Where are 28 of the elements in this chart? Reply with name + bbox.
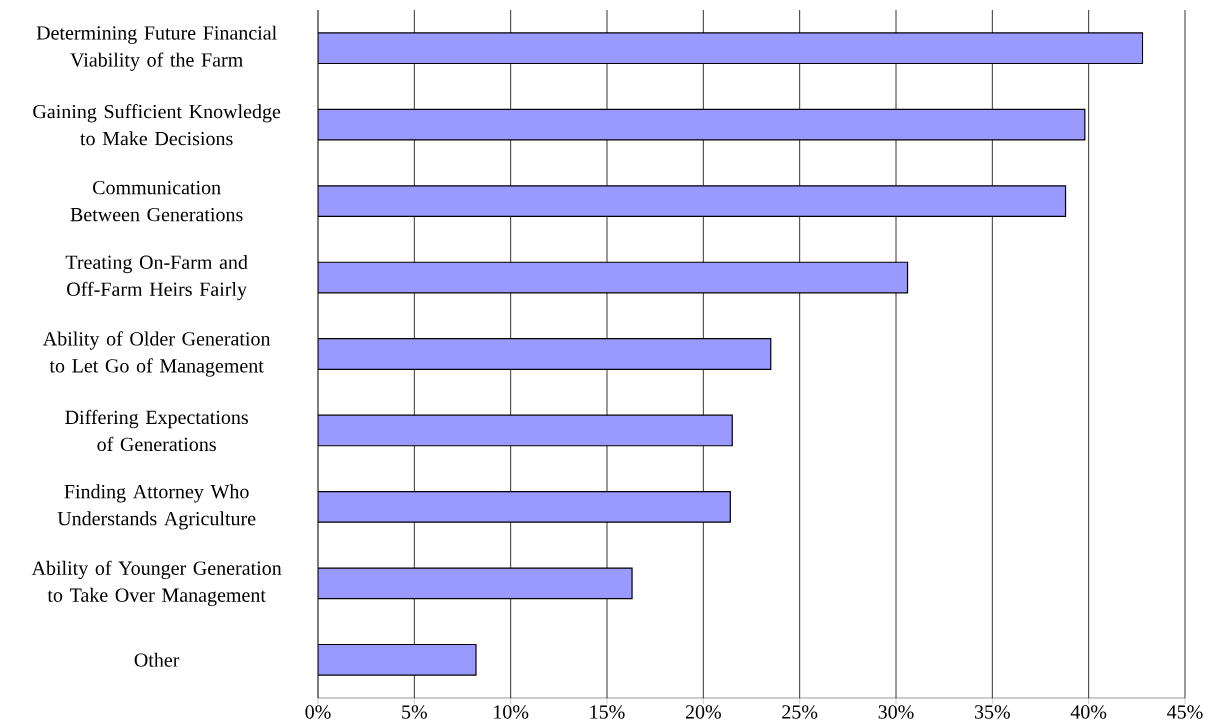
x-tick-label: 35%	[974, 705, 1010, 719]
y-tick-label: Treating On-Farm and Off-Farm Heirs Fairly	[65, 254, 248, 301]
y-tick-label: Ability of Older Generation to Let Go of Management	[42, 331, 271, 377]
bar	[318, 414, 733, 447]
y-tick-label: Ability of Younger Generation to Take Over Management	[31, 560, 282, 607]
bar	[318, 261, 909, 294]
y-tick-label: Other	[134, 652, 180, 667]
bar	[318, 32, 1144, 65]
bar	[318, 567, 633, 600]
bar	[318, 108, 1086, 141]
x-tick-label: 20%	[685, 705, 721, 719]
bar	[318, 643, 477, 676]
bar	[318, 185, 1067, 218]
x-tick-label: 15%	[590, 705, 625, 719]
x-tick-label: 5%	[402, 705, 427, 719]
y-tick-label: Determining Future Financial Viability of the Farm	[36, 25, 277, 71]
x-tick-label: 10%	[494, 705, 529, 719]
y-tick-label: Gaining Sufficient Knowledge to Make Decisions	[33, 104, 281, 146]
x-tick-label: 0%	[305, 705, 331, 719]
x-tick-label: 45%	[1167, 705, 1203, 719]
bar	[318, 491, 731, 523]
bar	[318, 338, 772, 370]
x-tick-label: 25%	[782, 705, 818, 719]
y-tick-label: Differing Expectations of Generations	[65, 409, 248, 452]
x-tick-label: 40%	[1070, 705, 1107, 719]
y-tick-label: Finding Attorney Who Understands Agriculture	[57, 484, 256, 530]
y-tick-label: Communication Between Generations	[70, 180, 243, 222]
x-tick-label: 30%	[878, 705, 914, 719]
